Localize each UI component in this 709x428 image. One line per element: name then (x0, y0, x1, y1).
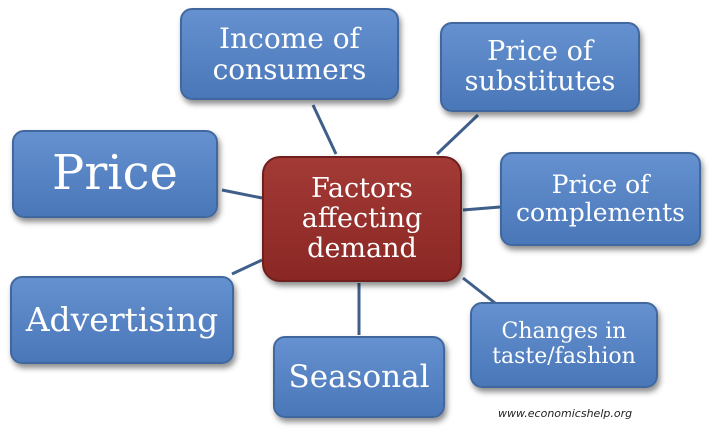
factor-price-of-complements: Price of complements (500, 152, 701, 246)
factor-label-line: Price of (551, 170, 650, 199)
factor-price-of-substitutes: Price of substitutes (440, 22, 640, 112)
connector-income (311, 104, 338, 155)
factor-income-of-consumers: Income of consumers (180, 8, 399, 100)
factor-label-line: consumers (212, 53, 367, 86)
connector-changes (462, 276, 496, 305)
factor-label-line: Seasonal (288, 358, 430, 395)
factor-label-line: Price (52, 145, 178, 202)
factor-label-line: Price of (487, 35, 593, 67)
factor-price: Price (12, 130, 218, 218)
factor-label-line: complements (515, 198, 686, 227)
center-label-line: demand (307, 233, 417, 265)
factor-label-line: Advertising (25, 299, 219, 339)
factor-changes-in-taste-fashion: Changes in taste/fashion (470, 302, 658, 388)
connector-substitutes (435, 113, 480, 156)
source-credit: www.economicshelp.org (498, 407, 633, 420)
factor-label-line: Income of (219, 21, 360, 55)
center-label-line: Factors (310, 172, 413, 204)
connector-advertising (231, 258, 263, 276)
center-label-line: affecting (301, 202, 423, 234)
factor-label-line: substitutes (464, 66, 616, 97)
connector-price (221, 188, 263, 200)
connector-complements (462, 205, 501, 212)
factor-label-line: Changes in (501, 319, 627, 345)
factor-seasonal: Seasonal (273, 336, 445, 418)
factor-advertising: Advertising (10, 276, 234, 364)
factor-label-line: taste/fashion (492, 344, 636, 369)
center-factors-affecting-demand: Factors affecting demand (262, 156, 462, 282)
